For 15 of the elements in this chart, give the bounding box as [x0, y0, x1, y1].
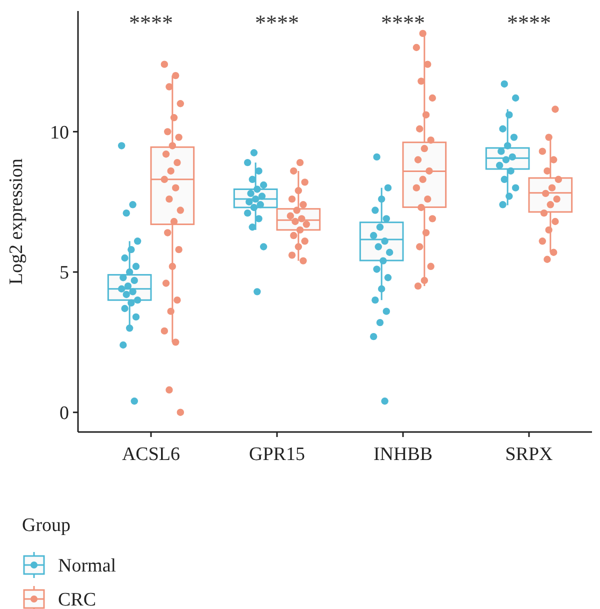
y-tick-label: 0 — [60, 403, 69, 424]
legend-label: CRC — [58, 590, 96, 609]
annotation: **** — [507, 10, 551, 35]
x-tick-label: SRPX — [505, 444, 554, 465]
x-tick-label: GPR15 — [249, 444, 305, 465]
annotation: **** — [255, 10, 299, 35]
legend-label: Normal — [58, 556, 116, 577]
x-tick-label: INHBB — [373, 444, 433, 465]
annotation: **** — [381, 10, 425, 35]
legend-title: Group — [22, 515, 71, 536]
annotation: **** — [129, 10, 173, 35]
y-tick-label: 5 — [60, 262, 69, 284]
y-axis-title: Log2 expression — [6, 158, 27, 285]
x-tick-label: ACSL6 — [122, 444, 180, 465]
y-tick-label: 10 — [50, 122, 69, 144]
